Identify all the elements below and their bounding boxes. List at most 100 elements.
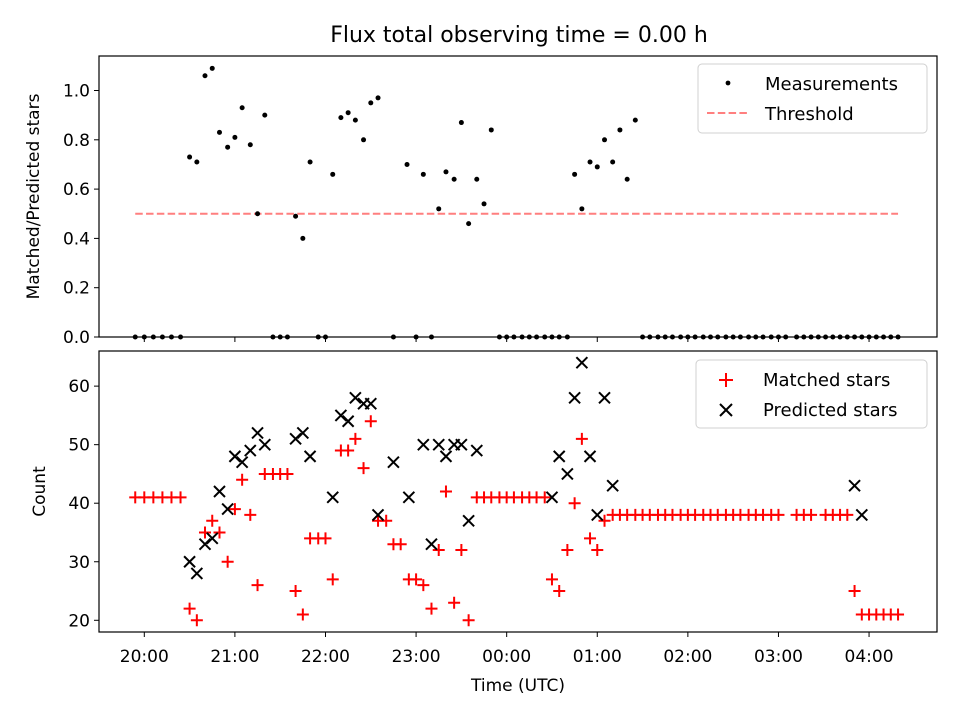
matched-star-point bbox=[584, 532, 597, 545]
top-legend-box bbox=[697, 63, 928, 134]
predicted-star-point bbox=[575, 356, 589, 369]
top-y-tick-label: 0.2 bbox=[63, 279, 90, 299]
matched-star-point bbox=[289, 585, 302, 598]
matched-star-point bbox=[568, 497, 581, 510]
x-tick-label: 23:00 bbox=[392, 647, 441, 667]
matched-star-point bbox=[190, 614, 203, 627]
predicted-star-point bbox=[439, 450, 453, 463]
bottom-y-tick-label: 50 bbox=[68, 436, 90, 456]
measurement-point bbox=[443, 169, 449, 175]
bottom-legend: Matched stars Predicted stars bbox=[695, 359, 928, 429]
predicted-star-point bbox=[462, 514, 475, 527]
x-axis-label: Time (UTC) bbox=[470, 676, 565, 696]
predicted-star-point bbox=[591, 508, 604, 522]
measurement-point bbox=[202, 73, 208, 79]
bottom-y-tick-label: 30 bbox=[68, 553, 90, 573]
matched-star-point bbox=[364, 415, 377, 428]
matched-star-point bbox=[561, 544, 574, 557]
matched-star-point bbox=[236, 473, 249, 486]
predicted-star-point bbox=[221, 502, 234, 516]
measurement-point bbox=[451, 176, 457, 182]
predicted-star-point bbox=[364, 397, 377, 410]
measurement-point bbox=[594, 164, 600, 170]
measurement-point bbox=[239, 105, 245, 111]
figure-title: Flux total observing time = 0.00 h bbox=[330, 23, 708, 48]
matched-star-point bbox=[598, 514, 611, 527]
matched-star-point bbox=[425, 602, 438, 615]
predicted-star-point bbox=[855, 508, 869, 522]
legend-matched-marker bbox=[719, 373, 733, 387]
bottom-y-tick-label: 20 bbox=[68, 611, 90, 631]
measurement-point bbox=[225, 144, 231, 150]
matched-star-point bbox=[174, 491, 187, 504]
matched-star-point bbox=[848, 585, 861, 598]
measurement-point bbox=[572, 171, 578, 177]
measurement-point bbox=[232, 134, 238, 140]
predicted-star-point bbox=[470, 444, 483, 457]
measurement-point bbox=[262, 112, 268, 118]
measurement-point bbox=[300, 235, 306, 241]
matched-star-point bbox=[439, 485, 452, 498]
measurement-point bbox=[255, 211, 261, 217]
matched-star-point bbox=[553, 585, 566, 598]
top-y-tick-label: 0.4 bbox=[63, 229, 90, 249]
bottom-plot-marks bbox=[129, 356, 905, 627]
predicted-star-point bbox=[326, 491, 339, 504]
x-tick-label: 20:00 bbox=[120, 647, 169, 667]
matched-star-point bbox=[394, 538, 407, 551]
top-y-axis-label: Matched/Predicted stars bbox=[24, 93, 44, 299]
measurement-point bbox=[375, 95, 381, 101]
x-tick-label: 04:00 bbox=[845, 647, 894, 667]
matched-star-point bbox=[228, 503, 241, 516]
bottom-y-axis-label: Count bbox=[30, 466, 50, 517]
measurement-point bbox=[587, 159, 593, 165]
bottom-panel: 20 30 40 50 60 20:00 21:00 22:00 23:00 00:00 01:0… bbox=[30, 350, 938, 696]
matched-star-point bbox=[545, 573, 558, 586]
matched-star-point bbox=[892, 608, 905, 621]
predicted-star-point bbox=[561, 467, 574, 481]
matched-star-point bbox=[380, 514, 393, 527]
predicted-star-point bbox=[387, 456, 400, 469]
predicted-star-point bbox=[417, 438, 430, 451]
matched-star-point bbox=[296, 608, 309, 621]
predicted-star-point bbox=[213, 485, 226, 498]
measurement-point bbox=[466, 221, 472, 227]
measurement-point bbox=[330, 171, 336, 177]
matched-star-point bbox=[198, 526, 211, 539]
legend-predicted-marker bbox=[719, 403, 733, 417]
x-tick-label: 03:00 bbox=[754, 647, 803, 667]
measurement-point bbox=[293, 213, 299, 219]
measurement-point bbox=[602, 137, 608, 143]
x-tick-label: 02:00 bbox=[663, 647, 712, 667]
matched-star-point bbox=[805, 508, 818, 521]
bottom-axes-frame bbox=[98, 350, 938, 633]
legend-threshold-label: Threshold bbox=[764, 104, 854, 125]
predicted-star-point bbox=[341, 415, 355, 428]
predicted-star-point bbox=[244, 444, 257, 457]
measurement-point bbox=[610, 159, 616, 165]
predicted-star-point bbox=[402, 491, 416, 504]
measurement-point bbox=[481, 201, 487, 207]
x-tick-label: 22:00 bbox=[301, 647, 350, 667]
predicted-star-point bbox=[258, 438, 271, 451]
top-y-tick-label: 0.8 bbox=[63, 131, 90, 151]
legend-matched-label: Matched stars bbox=[763, 370, 890, 391]
top-y-ticks: 0.0 0.2 0.4 0.6 0.8 1.0 bbox=[63, 82, 99, 348]
matched-star-point bbox=[349, 432, 362, 445]
predicted-star-point bbox=[190, 567, 204, 580]
measurement-point bbox=[345, 110, 351, 116]
matched-star-point bbox=[410, 573, 423, 586]
predicted-star-point bbox=[545, 491, 559, 504]
x-tick-label: 01:00 bbox=[573, 647, 622, 667]
measurement-point bbox=[458, 120, 464, 126]
predicted-star-point bbox=[371, 508, 385, 522]
top-legend: Measurements Threshold bbox=[697, 63, 928, 134]
measurement-point bbox=[404, 161, 410, 167]
matched-star-point bbox=[326, 573, 339, 586]
matched-star-point bbox=[319, 532, 332, 545]
predicted-star-point bbox=[235, 456, 249, 469]
measurement-point bbox=[488, 127, 494, 133]
matched-star-point bbox=[841, 508, 854, 521]
matched-star-point bbox=[251, 579, 264, 592]
